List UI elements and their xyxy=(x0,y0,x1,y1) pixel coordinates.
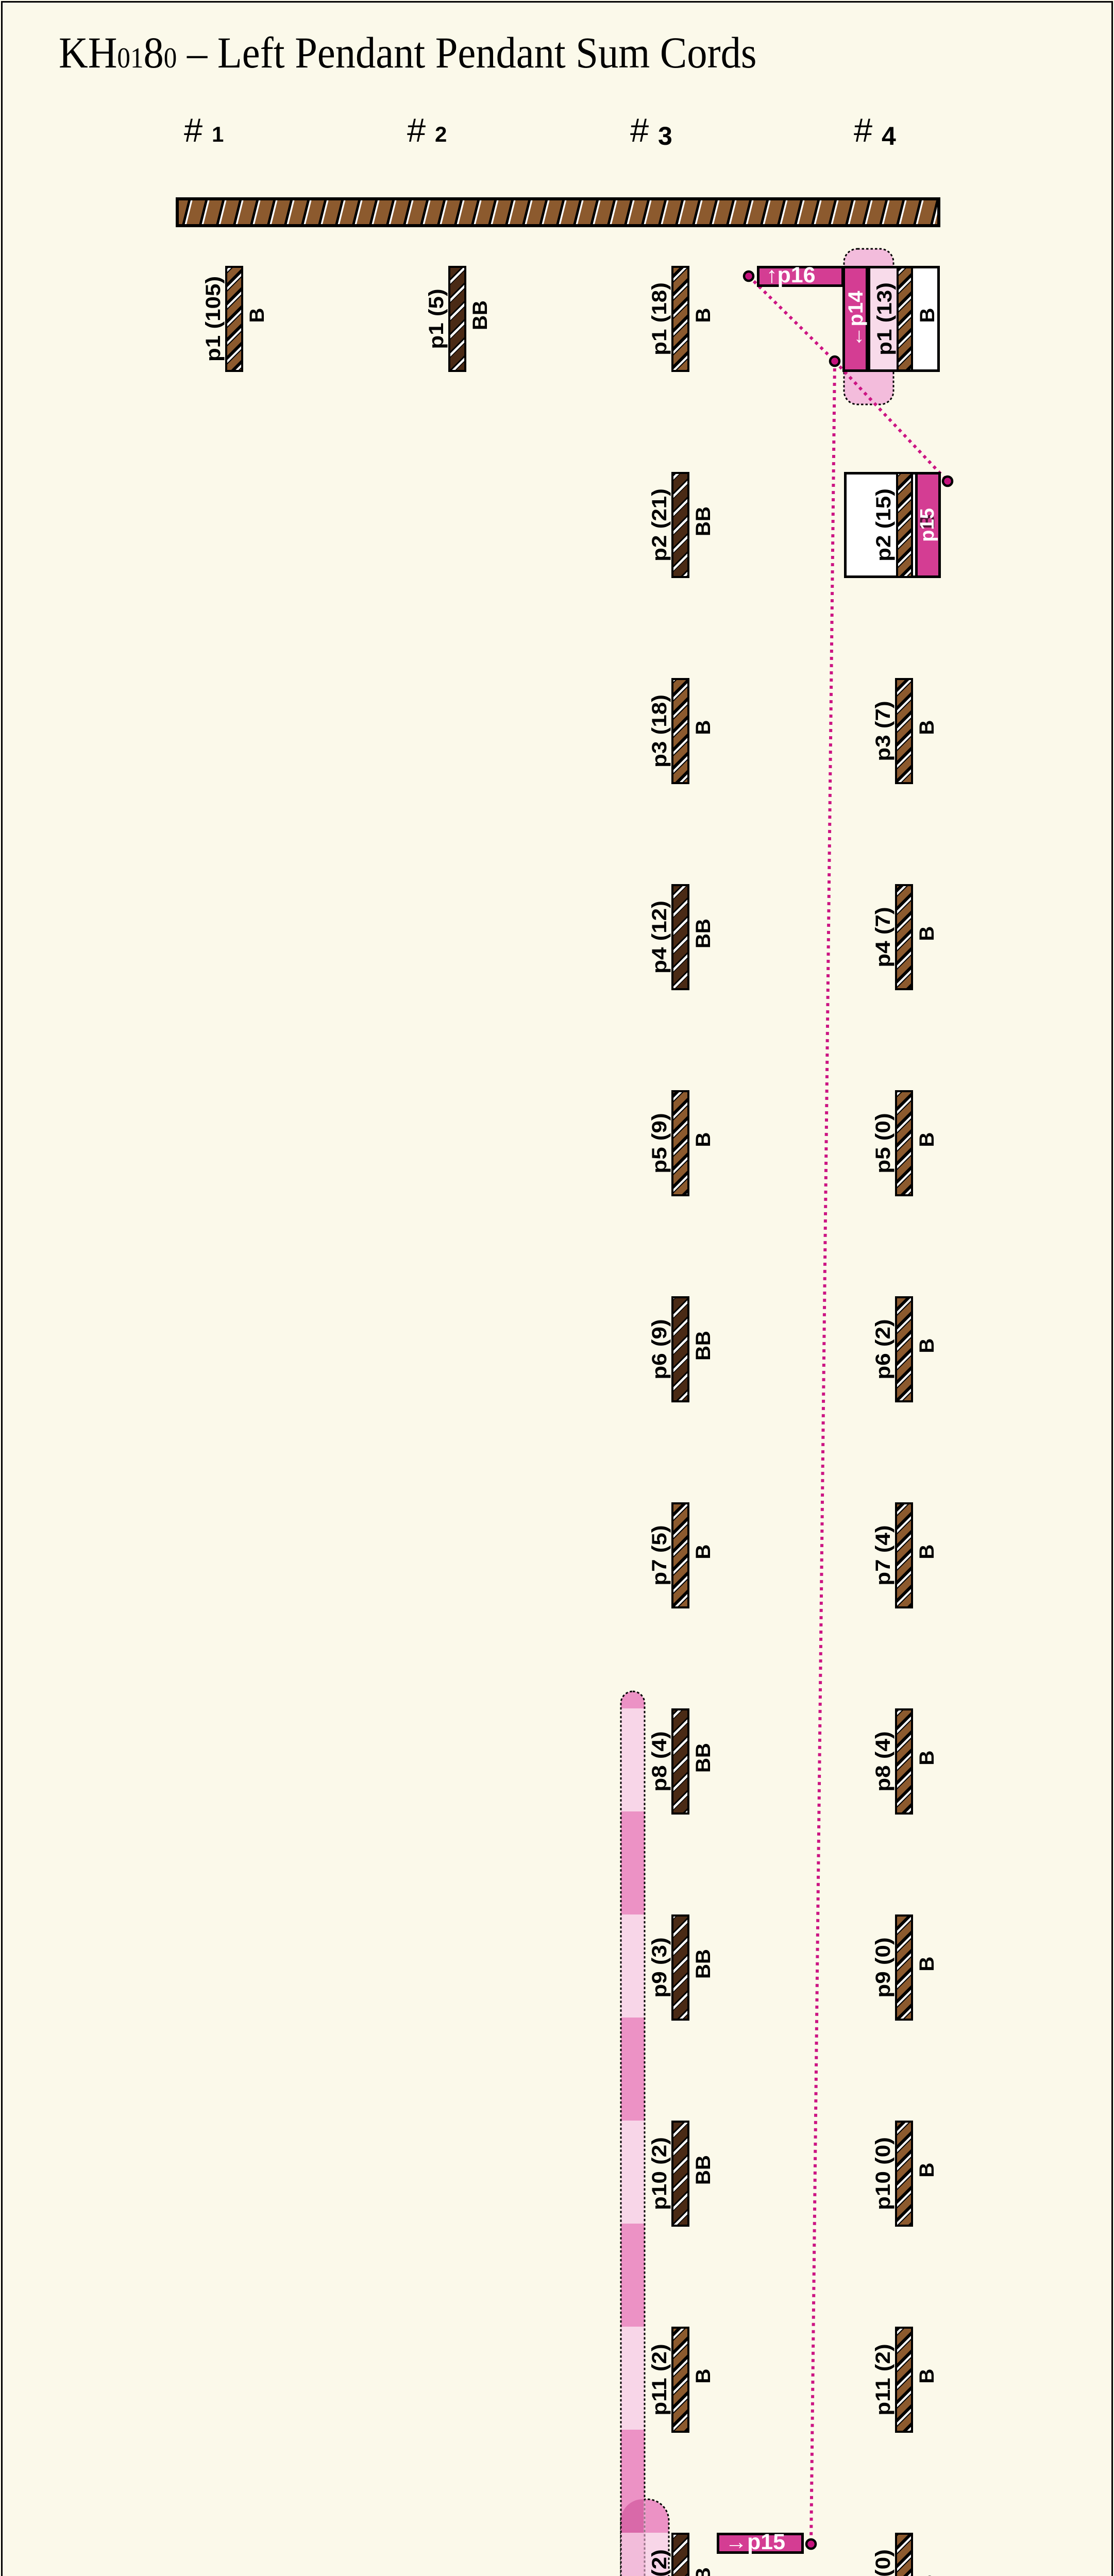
svg-text:p5 (9): p5 (9) xyxy=(648,1113,671,1173)
svg-text:BB: BB xyxy=(692,2155,715,2185)
svg-text:B: B xyxy=(246,308,268,323)
svg-text:B: B xyxy=(916,720,938,735)
svg-text:#: # xyxy=(630,111,649,149)
svg-text:1: 1 xyxy=(212,122,224,146)
svg-text:BB: BB xyxy=(692,1949,715,1979)
svg-text:→p15: →p15 xyxy=(725,2530,785,2554)
svg-text:p5 (0): p5 (0) xyxy=(871,1113,894,1173)
svg-text:p9 (0): p9 (0) xyxy=(871,1937,894,1997)
svg-text:2: 2 xyxy=(435,122,447,146)
svg-text:p7 (4): p7 (4) xyxy=(871,1525,894,1585)
svg-text:BB: BB xyxy=(469,300,492,330)
svg-text:p8 (4): p8 (4) xyxy=(648,1731,671,1791)
svg-text:B: B xyxy=(692,308,715,323)
svg-text:p15: p15 xyxy=(917,508,938,541)
svg-text:p7 (5): p7 (5) xyxy=(648,1525,671,1585)
svg-text:p12 (0): p12 (0) xyxy=(871,2549,894,2576)
svg-text:BB: BB xyxy=(692,1743,715,1773)
svg-text:p12 (2): p12 (2) xyxy=(648,2549,671,2576)
svg-text:B: B xyxy=(692,720,715,735)
svg-text:#: # xyxy=(407,111,426,149)
svg-text:B: B xyxy=(916,1545,938,1560)
svg-text:B: B xyxy=(916,1751,938,1766)
svg-text:B: B xyxy=(692,2369,715,2384)
svg-text:B: B xyxy=(916,2575,938,2576)
svg-text:BB: BB xyxy=(692,2567,715,2576)
svg-text:3: 3 xyxy=(658,122,672,150)
svg-text:p1 (13): p1 (13) xyxy=(873,282,896,355)
svg-text:p4 (12): p4 (12) xyxy=(648,901,671,974)
svg-text:p8 (4): p8 (4) xyxy=(871,1731,894,1791)
svg-text:B: B xyxy=(916,308,939,323)
svg-text:4: 4 xyxy=(882,122,896,150)
svg-text:p2 (15): p2 (15) xyxy=(872,488,895,562)
svg-text:#: # xyxy=(184,111,202,149)
svg-text:B: B xyxy=(916,2163,938,2178)
svg-text:p3 (18): p3 (18) xyxy=(648,694,671,768)
svg-text:p6 (2): p6 (2) xyxy=(871,1319,894,1379)
svg-text:p1 (105): p1 (105) xyxy=(201,276,225,362)
svg-text:BB: BB xyxy=(692,1331,715,1361)
svg-text:B: B xyxy=(692,1545,715,1560)
svg-text:#: # xyxy=(854,111,872,149)
svg-text:←p14: ←p14 xyxy=(845,291,867,347)
svg-text:B: B xyxy=(916,514,939,529)
svg-text:BB: BB xyxy=(692,506,715,536)
svg-text:p6 (9): p6 (9) xyxy=(648,1319,671,1379)
svg-text:B: B xyxy=(916,1338,938,1353)
svg-text:p4 (7): p4 (7) xyxy=(871,907,894,967)
svg-text:B: B xyxy=(916,1957,938,1972)
svg-text:p9 (3): p9 (3) xyxy=(648,1937,671,1997)
svg-text:KH0180 – Left Pendant Pendant: KH0180 – Left Pendant Pendant Sum Cords xyxy=(59,28,756,77)
svg-text:B: B xyxy=(916,1132,938,1147)
svg-text:BB: BB xyxy=(692,919,715,948)
svg-text:p2 (21): p2 (21) xyxy=(648,488,671,562)
svg-text:p1 (5): p1 (5) xyxy=(425,289,448,349)
svg-text:B: B xyxy=(692,1132,715,1147)
svg-text:↑p16: ↑p16 xyxy=(766,263,816,287)
svg-text:p3 (7): p3 (7) xyxy=(871,701,894,761)
svg-text:p1 (18): p1 (18) xyxy=(648,282,671,355)
svg-text:p11 (2): p11 (2) xyxy=(648,2344,671,2415)
svg-text:p10 (0): p10 (0) xyxy=(871,2137,894,2210)
svg-text:B: B xyxy=(916,2369,938,2384)
svg-text:p11 (2): p11 (2) xyxy=(871,2344,894,2415)
svg-text:B: B xyxy=(916,926,938,941)
svg-text:p10 (2): p10 (2) xyxy=(648,2137,671,2210)
